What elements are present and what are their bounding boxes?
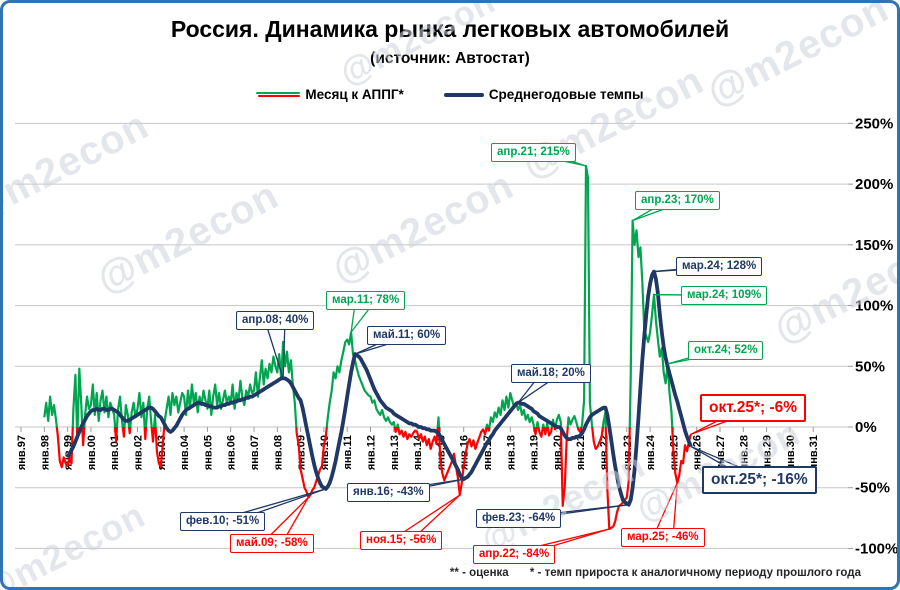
x-tick-label: янв.02 xyxy=(133,435,145,470)
x-tick-label: янв.21 xyxy=(575,435,587,470)
legend-item-monthly: Месяц к АППГ* xyxy=(256,87,404,102)
annotation-callout: окт.25*; -6% xyxy=(700,394,807,423)
x-tick-label: янв.00 xyxy=(86,435,98,470)
annotation-callout: окт.25*; -16% xyxy=(702,466,817,495)
annotation-callout: май.11; 60% xyxy=(367,326,447,346)
x-tick-label: янв.12 xyxy=(366,435,378,470)
x-tick-label: янв.19 xyxy=(529,435,541,470)
x-tick-label: янв.05 xyxy=(202,435,214,470)
annotation-callout: фев.23; -64% xyxy=(476,509,562,529)
x-tick-label: янв.31 xyxy=(808,435,820,470)
annotation-callout: май.09; -58% xyxy=(230,534,314,554)
annotation-callout: мар.25; -46% xyxy=(621,528,705,548)
annotation-callout: апр.23; 170% xyxy=(635,191,720,211)
x-tick-label: янв.26 xyxy=(692,435,704,470)
footnote-growth: * - темп прироста к аналогичному периоду… xyxy=(529,567,861,579)
annotation-callout: апр.08; 40% xyxy=(236,311,315,331)
gridlines: 250% 200% 150% 100% 50% 0% -50% -100% xyxy=(15,115,898,557)
x-tick-label: янв.11 xyxy=(342,435,354,470)
x-tick-label: янв.28 xyxy=(738,435,750,470)
y-tick-label: 250% xyxy=(855,115,893,132)
legend-item-average: Среднегодовые темпы xyxy=(443,87,644,102)
x-tick-label: янв.06 xyxy=(226,435,238,470)
x-tick-label: янв.27 xyxy=(715,435,727,470)
annotation-callout: янв.16; -43% xyxy=(347,483,430,503)
monthly-series-line-positive xyxy=(43,164,674,427)
x-tick-label: янв.08 xyxy=(272,435,284,470)
average-line-sample-icon xyxy=(443,92,484,97)
x-tick-label: янв.97 xyxy=(16,435,28,470)
annotation-leader-line xyxy=(264,320,284,379)
footnote: ** - оценка * - темп прироста к аналогич… xyxy=(450,567,861,579)
x-tick-label: янв.14 xyxy=(412,434,424,470)
annotation-callout: апр.21; 215% xyxy=(491,143,576,163)
annotation-leader-line xyxy=(282,320,286,379)
y-tick-label: 0% xyxy=(855,419,877,436)
x-tick-label: янв.24 xyxy=(645,434,657,470)
y-tick-label: 50% xyxy=(855,358,885,375)
footnote-estimate: ** - оценка xyxy=(449,567,509,579)
x-tick-label: янв.29 xyxy=(762,435,774,470)
legend-label-average: Среднегодовые темпы xyxy=(488,87,644,102)
chart-subtitle: (источник: Автостат) xyxy=(370,50,530,67)
average-series-line xyxy=(65,269,693,507)
annotation-callout: ноя.15; -56% xyxy=(360,531,443,551)
x-tick-label: янв.13 xyxy=(389,435,401,470)
annotation-callout: апр.22; -84% xyxy=(473,545,556,565)
y-tick-label: 100% xyxy=(855,298,893,315)
annotation-callout: мар.11; 78% xyxy=(326,291,406,311)
legend: Месяц к АППГ* Среднегодовые темпы xyxy=(3,87,897,102)
x-tick-label: янв.23 xyxy=(622,435,634,470)
chart-title: Россия. Динамика рынка легковых автомоби… xyxy=(170,16,730,42)
annotation-callout: мар.24; 128% xyxy=(676,257,763,277)
annotation-callout: фев.10; -51% xyxy=(180,512,266,532)
x-tick-label: янв.30 xyxy=(785,435,797,470)
legend-label-monthly: Месяц к АППГ* xyxy=(305,87,404,102)
annotation-callout: мар.24; 109% xyxy=(681,286,768,306)
x-tick-label: янв.07 xyxy=(249,435,261,470)
x-tick-label: янв.98 xyxy=(39,435,51,470)
x-tick-label: янв.04 xyxy=(179,434,191,470)
x-tick-label: янв.18 xyxy=(505,435,517,470)
y-tick-label: 200% xyxy=(855,176,893,193)
y-tick-label: 150% xyxy=(855,237,893,254)
y-tick-label: -100% xyxy=(855,540,898,557)
x-tick-label: янв.01 xyxy=(109,435,121,470)
monthly-series-line-negative xyxy=(55,427,692,531)
annotation-callout: май.18; 20% xyxy=(511,364,591,384)
annotation-leader-lines xyxy=(212,151,770,556)
monthly-line-sample-icon xyxy=(256,91,301,98)
y-tick-label: -50% xyxy=(855,480,890,497)
annotation-callout: окт.24; 52% xyxy=(688,341,764,361)
